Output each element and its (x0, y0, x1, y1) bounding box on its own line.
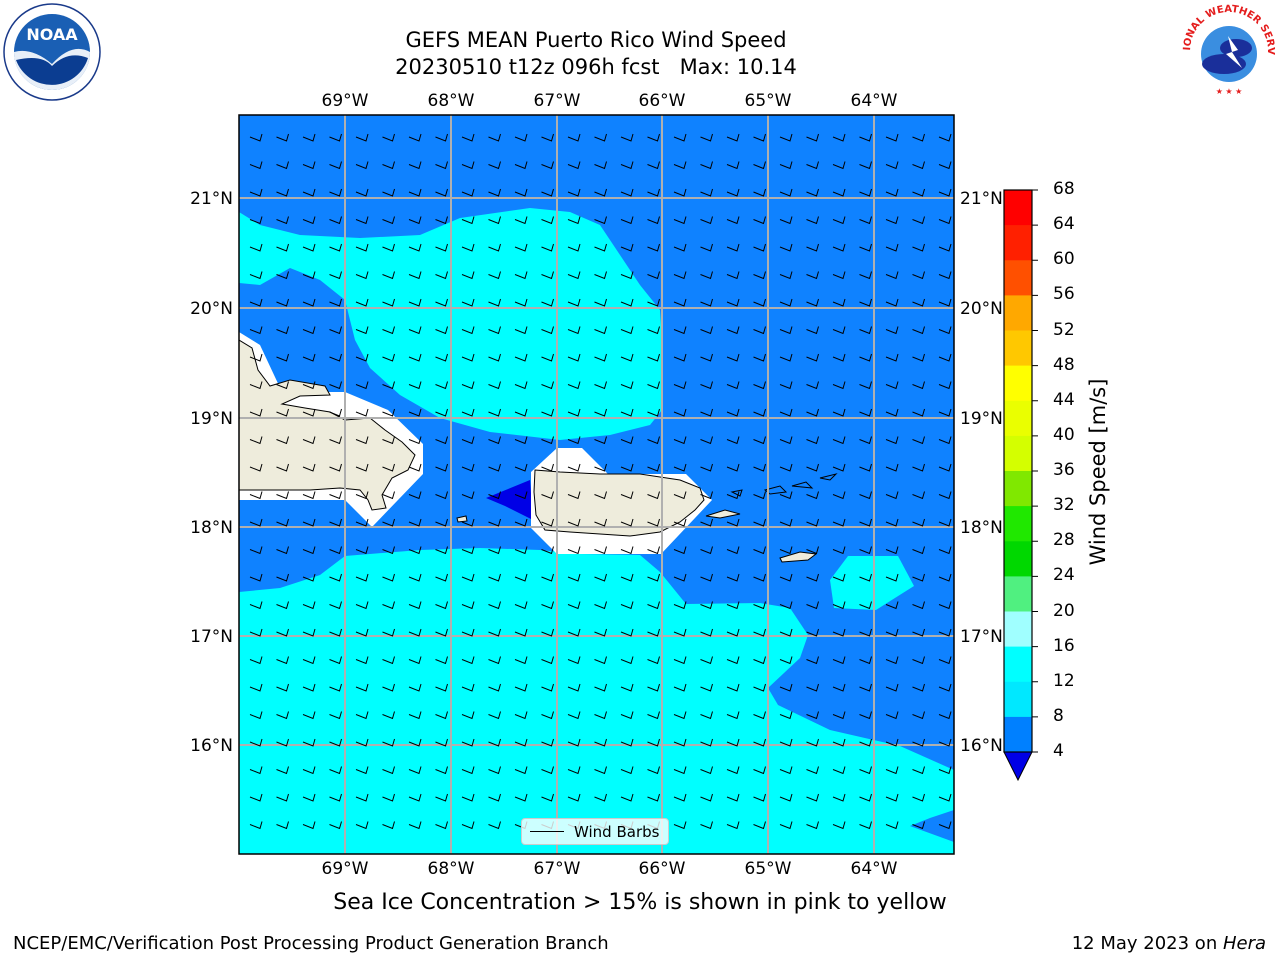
colorbar-tick-label: 16 (1053, 635, 1075, 656)
chart-subtitle: 20230510 t12z 096h fcst Max: 10.14 (395, 55, 797, 79)
lon-label-bottom: 68°W (428, 859, 475, 879)
colorbar-band (1004, 506, 1032, 542)
colorbar-band (1004, 716, 1032, 753)
lon-label-bottom: 65°W (745, 859, 792, 879)
lat-label-left: 18°N (190, 518, 233, 538)
lat-label-left: 16°N (190, 736, 233, 756)
colorbar-tick-label: 48 (1053, 354, 1075, 375)
colorbar-extend-arrow (1003, 751, 1033, 782)
land-st-croix (779, 551, 818, 563)
lat-label-right: 17°N (960, 627, 1003, 647)
land-vieques (705, 509, 741, 519)
wind-barbs (249, 133, 952, 830)
colorbar-band (1004, 400, 1032, 437)
lat-label-left: 20°N (190, 299, 233, 319)
colorbar-band (1004, 330, 1032, 367)
colorbar-tick-label: 4 (1053, 741, 1064, 761)
colorbar-band (1004, 576, 1032, 613)
lat-label-left: 19°N (190, 409, 233, 429)
lat-label-right: 21°N (960, 189, 1003, 209)
noaa-logo-text: NOAA (26, 25, 78, 44)
map-legend: Wind Barbs (521, 818, 669, 845)
lon-label-bottom: 69°W (322, 859, 369, 879)
colorbar-tick-label: 52 (1053, 319, 1075, 340)
colorbar-band (1004, 365, 1032, 402)
wind-region-south (239, 548, 954, 854)
colorbar-tick-label: 24 (1053, 565, 1075, 586)
lon-label-top: 69°W (322, 91, 369, 111)
lat-label-left: 17°N (190, 627, 233, 647)
land-hispaniola (239, 339, 416, 511)
lon-label-top: 68°W (428, 91, 475, 111)
legend-label: Wind Barbs (574, 823, 660, 841)
footer-date: 12 May 2023 on Hera (1072, 933, 1266, 954)
colorbar-band (1004, 190, 1032, 226)
colorbar-band (1004, 260, 1032, 296)
colorbar-tick-label: 32 (1053, 495, 1075, 516)
lat-label-right: 20°N (960, 299, 1003, 319)
nws-logo: NATIONAL WEATHER SERVICE ★ ★ ★ (1180, 2, 1276, 98)
colorbar-tick-label: 40 (1053, 424, 1075, 445)
colorbar-band (1004, 681, 1032, 718)
colorbar-band (1004, 611, 1032, 648)
legend-line-sample (530, 831, 564, 832)
lat-label-right: 19°N (960, 409, 1003, 429)
lon-label-top: 65°W (745, 91, 792, 111)
colorbar-tick-label: 68 (1053, 179, 1075, 199)
lat-label-left: 21°N (190, 189, 233, 209)
colorbar-tick-label: 60 (1053, 249, 1075, 270)
colorbar-band (1004, 225, 1032, 261)
lon-label-bottom: 67°W (534, 859, 581, 879)
lon-label-bottom: 64°W (851, 859, 898, 879)
land-mona (456, 515, 468, 523)
axis-labels: 69°W 69°W 68°W 68°W 67°W 67°W 66°W 66°W 65°W 65°W… (190, 91, 1003, 879)
noaa-logo: NOAA (3, 3, 101, 101)
chart-title: GEFS MEAN Puerto Rico Wind Speed (405, 28, 787, 52)
colorbar-tick-label: 12 (1053, 670, 1075, 691)
lon-label-top: 64°W (851, 91, 898, 111)
wind-region-east-patch (830, 556, 914, 610)
colorbar-tick-label: 36 (1053, 460, 1075, 480)
footer-credit: NCEP/EMC/Verification Post Processing Pr… (13, 933, 609, 954)
map-area (239, 115, 954, 854)
lat-label-right: 18°N (960, 518, 1003, 538)
colorbar-tick-label: 64 (1053, 214, 1075, 235)
caption: Sea Ice Concentration > 15% is shown in … (333, 890, 947, 915)
land-virgin-islands (730, 473, 838, 497)
colorbar-tick-label: 28 (1053, 530, 1075, 551)
lat-label-right: 16°N (960, 736, 1003, 756)
colorbar-band (1004, 435, 1032, 472)
colorbar-band (1004, 471, 1032, 507)
colorbar-tick-label: 20 (1053, 600, 1075, 621)
colorbar-tick-label: 8 (1053, 705, 1064, 726)
footer-host: Hera (1222, 933, 1266, 954)
map-frame (238, 114, 955, 855)
lon-label-top: 67°W (534, 91, 581, 111)
svg-text:★ ★ ★: ★ ★ ★ (1216, 87, 1243, 96)
graticule (239, 115, 954, 854)
colorbar-tick-label: 56 (1053, 284, 1075, 305)
colorbar (1003, 189, 1038, 782)
colorbar-tick-label: 44 (1053, 389, 1075, 410)
colorbar-band (1004, 295, 1032, 332)
footer-date-text: 12 May 2023 on (1071, 933, 1223, 954)
wind-region-dark-patch (486, 480, 533, 520)
colorbar-band (1004, 541, 1032, 577)
lon-label-bottom: 66°W (639, 859, 686, 879)
colorbar-band (1004, 646, 1032, 683)
wind-barb-set (249, 133, 952, 830)
lon-label-top: 66°W (639, 91, 686, 111)
colorbar-title: Wind Speed [m/s] (1086, 378, 1110, 566)
